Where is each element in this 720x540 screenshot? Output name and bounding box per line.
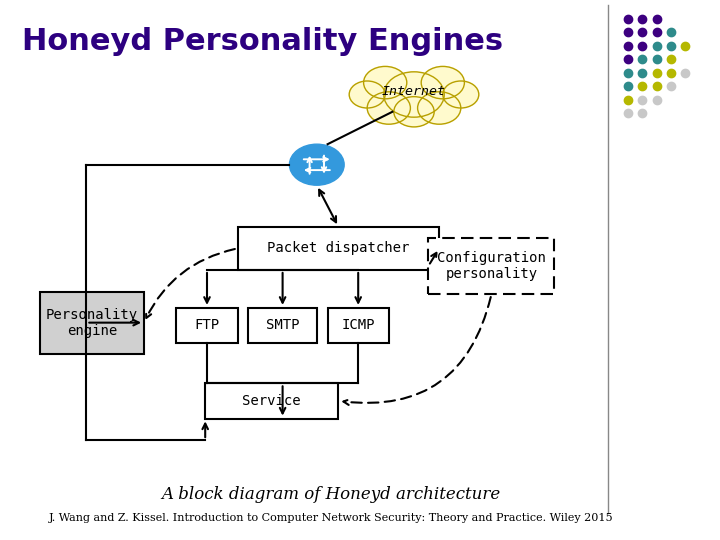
Text: Configuration
personality: Configuration personality bbox=[437, 251, 546, 281]
Text: SMTP: SMTP bbox=[266, 319, 300, 332]
Text: Internet: Internet bbox=[382, 85, 446, 98]
FancyBboxPatch shape bbox=[176, 308, 238, 343]
Text: FTP: FTP bbox=[194, 319, 220, 332]
Circle shape bbox=[384, 72, 444, 117]
Text: ICMP: ICMP bbox=[341, 319, 375, 332]
Circle shape bbox=[364, 66, 407, 99]
Text: J. Wang and Z. Kissel. Introduction to Computer Network Security: Theory and Pra: J. Wang and Z. Kissel. Introduction to C… bbox=[49, 514, 613, 523]
FancyBboxPatch shape bbox=[238, 227, 439, 270]
Text: Service: Service bbox=[243, 394, 301, 408]
Circle shape bbox=[367, 92, 410, 124]
Circle shape bbox=[349, 81, 385, 108]
FancyBboxPatch shape bbox=[428, 238, 554, 294]
FancyBboxPatch shape bbox=[40, 292, 144, 354]
Circle shape bbox=[421, 66, 464, 99]
Text: Personality
engine: Personality engine bbox=[46, 308, 138, 338]
Circle shape bbox=[418, 92, 461, 124]
FancyBboxPatch shape bbox=[248, 308, 317, 343]
FancyBboxPatch shape bbox=[205, 383, 338, 418]
Circle shape bbox=[289, 144, 344, 185]
Circle shape bbox=[394, 97, 434, 127]
Circle shape bbox=[443, 81, 479, 108]
Text: Honeyd Personality Engines: Honeyd Personality Engines bbox=[22, 27, 503, 56]
FancyBboxPatch shape bbox=[328, 308, 389, 343]
Text: Packet dispatcher: Packet dispatcher bbox=[267, 241, 410, 255]
Text: A block diagram of Honeyd architecture: A block diagram of Honeyd architecture bbox=[161, 485, 501, 503]
